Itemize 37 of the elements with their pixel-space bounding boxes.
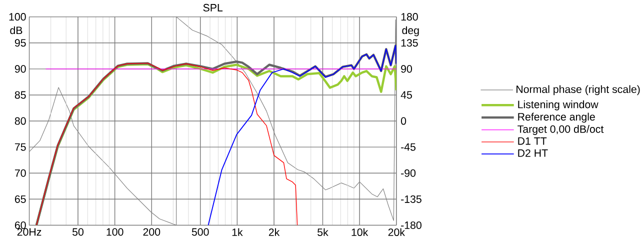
chart-title: SPL: [203, 4, 223, 12]
legend-label: Reference angle: [518, 112, 595, 123]
y2-tick-label: -45: [401, 143, 416, 151]
y-tick-label: 70: [14, 169, 26, 177]
y-tick-label: 80: [14, 117, 26, 125]
y2-tick-label: -180: [401, 221, 422, 229]
y2-tick-label: 180: [401, 12, 418, 21]
y2-tick-label: 0: [400, 117, 406, 125]
legend-label: Target 0,00 dB/oct: [518, 124, 604, 135]
y2-axis-title: deg: [402, 26, 419, 36]
x-tick-label: 20Hz: [17, 228, 42, 236]
legend-label: D2 HT: [518, 149, 548, 157]
legend-label: D1 TT: [518, 137, 547, 145]
y-tick-label: 60: [14, 221, 26, 229]
y2-tick-label: 90: [401, 65, 412, 73]
y2-tick-label: 135: [401, 39, 418, 47]
x-tick-label: 1k: [232, 228, 243, 236]
y-tick-label: 65: [14, 195, 26, 203]
y2-tick-label: -135: [401, 195, 422, 203]
x-tick-label: 50: [72, 228, 84, 236]
x-tick-label: 10k: [352, 228, 368, 236]
legend-label: Normal phase (right scale): [516, 85, 640, 96]
x-tick-label: 500: [192, 228, 209, 236]
x-tick-label: 20k: [388, 228, 405, 236]
x-tick-label: 100: [106, 228, 124, 236]
y-tick-label: 75: [14, 143, 26, 151]
x-tick-label: 200: [143, 228, 160, 236]
x-tick-label: 2k: [268, 228, 280, 236]
y-tick-label: 85: [14, 91, 26, 99]
y-axis-title: dB: [10, 26, 22, 34]
y-tick-label: 100: [9, 12, 26, 21]
y-tick-label: 95: [14, 39, 26, 47]
y2-tick-label: -90: [401, 169, 416, 177]
y-tick-label: 90: [14, 65, 26, 73]
y2-tick-label: 45: [400, 91, 412, 99]
legend-label: Listening window: [518, 100, 598, 110]
x-tick-label: 5k: [318, 228, 328, 236]
